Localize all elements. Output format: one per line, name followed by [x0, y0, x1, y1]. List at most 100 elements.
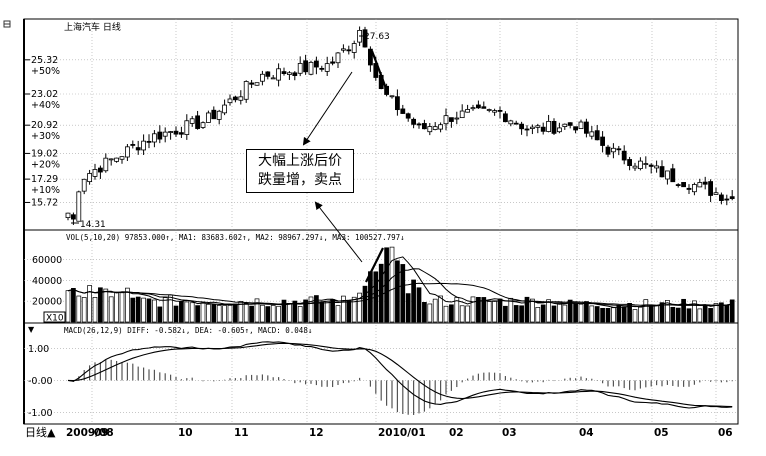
- candlestick: [438, 122, 444, 133]
- volume-bar: [573, 303, 578, 323]
- candle-body: [648, 164, 654, 167]
- candlestick: [108, 158, 114, 166]
- candle-body: [87, 173, 92, 183]
- candle-body: [708, 181, 713, 196]
- candle-body: [638, 160, 643, 170]
- candlestick: [584, 118, 589, 138]
- candlestick: [427, 122, 433, 136]
- candlestick: [616, 145, 622, 156]
- volume-bar: [519, 305, 524, 323]
- candle-body: [216, 110, 222, 120]
- volume-bar: [589, 305, 595, 323]
- period-label[interactable]: 日线▲: [25, 425, 56, 439]
- price-axis-label: 19.02: [31, 148, 58, 159]
- candle-body: [195, 115, 201, 129]
- volume-bar: [184, 301, 190, 323]
- candlestick: [470, 104, 476, 111]
- candle-body: [319, 67, 325, 70]
- candle-body: [400, 108, 406, 114]
- candlestick: [513, 120, 519, 125]
- volume-bar: [497, 298, 503, 323]
- candlestick: [432, 122, 438, 131]
- candle-body: [459, 110, 465, 119]
- candle-body: [227, 98, 233, 104]
- candle-body: [675, 184, 681, 186]
- candlestick: [76, 190, 82, 222]
- candle-body: [632, 165, 638, 169]
- candle-body: [643, 163, 649, 165]
- volume-bar: [557, 303, 562, 323]
- volume-bar: [416, 287, 422, 323]
- volume-ma3-line: [67, 282, 733, 307]
- volume-bar: [157, 306, 163, 323]
- volume-bar: [297, 306, 303, 323]
- candlestick: [265, 71, 271, 80]
- candlestick: [87, 169, 92, 185]
- labels-layer: 25.32+50% 23.02+40% 20.92+30% 19.02+20% 17.2…: [28, 55, 62, 419]
- macd-panel-header: MACD(26,12,9) DIFF: -0.582↓, DEA: -0.605…: [64, 326, 312, 335]
- candlestick: [92, 163, 98, 180]
- candlestick: [308, 60, 314, 76]
- candlestick: [659, 160, 665, 178]
- candlestick: [524, 125, 530, 137]
- annotation-line-1: 大幅上涨后价: [258, 153, 342, 169]
- candlestick: [146, 134, 152, 149]
- candle-body: [232, 96, 238, 101]
- volume-bar: [260, 304, 265, 323]
- volume-bar: [681, 298, 686, 323]
- volume-bar: [162, 297, 168, 323]
- candlestick: [557, 122, 562, 134]
- candlestick: [492, 108, 498, 116]
- volume-bar: [432, 298, 438, 323]
- macd-collapse-icon[interactable]: ▼: [28, 325, 35, 334]
- candle-body: [292, 72, 298, 76]
- volume-bar: [314, 295, 319, 323]
- volume-bar: [206, 303, 211, 323]
- candlestick: [454, 111, 460, 125]
- square-icon[interactable]: [3, 20, 11, 28]
- candle-body: [665, 170, 670, 180]
- annotation-line-2: 跌量增，卖点: [258, 172, 342, 188]
- candle-body: [616, 148, 622, 151]
- volume-bar: [324, 300, 330, 323]
- candlestick: [243, 80, 249, 103]
- volume-layer: [65, 246, 735, 323]
- volume-bar: [513, 305, 519, 323]
- candle-body: [205, 112, 211, 123]
- candle-body: [454, 117, 460, 120]
- volume-bar: [702, 304, 708, 323]
- price-axis-label: 17.29: [31, 174, 58, 185]
- candlestick: [475, 100, 481, 109]
- candle-body: [535, 125, 541, 128]
- candle-body: [702, 181, 708, 185]
- candle-body: [76, 191, 82, 222]
- volume-bar: [276, 305, 281, 323]
- low-marker: 14.31: [71, 220, 106, 230]
- candle-body: [178, 132, 184, 135]
- candlestick: [465, 104, 471, 113]
- candle-body: [670, 168, 676, 183]
- candle-body: [421, 123, 427, 130]
- pct-axis-label: +50%: [31, 66, 60, 77]
- time-axis-label: 04: [579, 427, 594, 439]
- volume-bar: [503, 305, 508, 323]
- candle-body: [335, 52, 341, 64]
- volume-bar: [697, 308, 703, 323]
- candle-body: [303, 60, 309, 73]
- candle-body: [81, 178, 87, 192]
- candle-body: [416, 123, 422, 126]
- candlestick: [211, 106, 217, 120]
- volume-bar: [411, 279, 416, 323]
- candle-body: [389, 95, 395, 98]
- volume-bar: [108, 296, 114, 323]
- candle-body: [405, 113, 411, 119]
- volume-bar: [654, 304, 659, 323]
- candlestick: [697, 178, 703, 188]
- time-axis-label: 05: [654, 427, 669, 439]
- volume-axis-label: 20000: [32, 297, 62, 308]
- volume-bar: [335, 305, 341, 323]
- volume-bar: [459, 305, 465, 323]
- candle-body: [594, 130, 600, 141]
